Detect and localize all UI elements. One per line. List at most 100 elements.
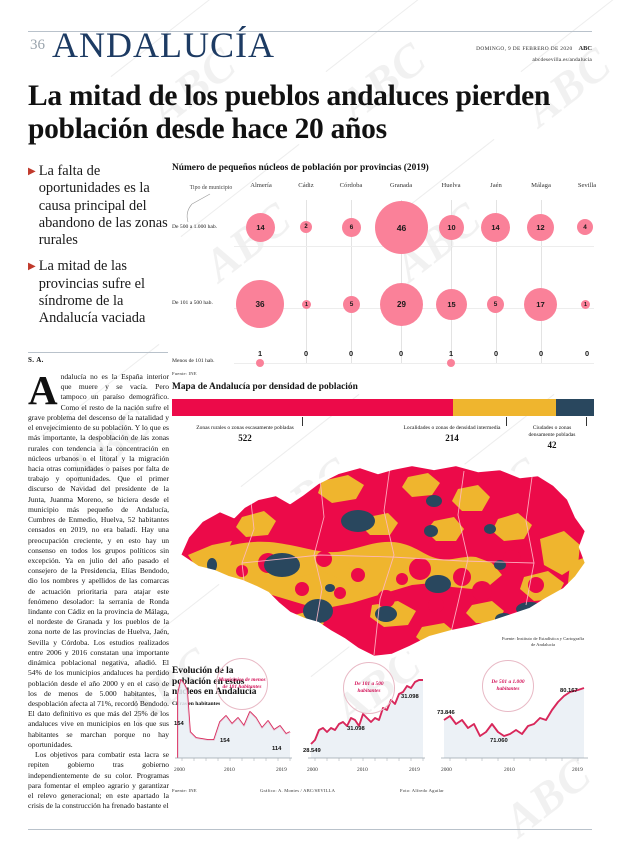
legend-tick <box>586 417 587 426</box>
grid-line <box>496 200 497 364</box>
minichart-2-badge: De 101 a 500 habitantes <box>343 662 395 714</box>
triangle-bullet-icon: ▶ <box>28 166 36 177</box>
bullet-text: La mitad de las provincias sufre el sínd… <box>38 258 146 327</box>
bubble-row-label: De 101 a 500 hab. <box>172 300 213 306</box>
legend-swatch-intermediate <box>452 399 556 416</box>
legend-item-dense: Ciudades o zonas densamente pobladas 42 <box>520 425 584 452</box>
minichart-2-year: 2019 <box>409 767 420 773</box>
bubble-col-header: Jaén <box>490 182 502 189</box>
minichart-2-value-end: 31.098 <box>401 694 419 700</box>
bubble-almeria-r3 <box>256 359 264 367</box>
minichart-1-year: 2019 <box>276 767 287 773</box>
bubble-value-huelva-r3: 1 <box>448 349 454 358</box>
density-legend-bar <box>172 399 594 416</box>
bubble-chart: Tipo de municipio Almería Cádiz Córdoba … <box>172 182 596 370</box>
article-paragraph: Los objetivos para combatir esta lacra s… <box>28 750 169 811</box>
bubble-row-label: De 500 a 1.000 hab. <box>172 224 218 230</box>
bubble-value-cordoba-r3: 0 <box>348 349 354 358</box>
minichart-3-value-end: 80.167 <box>560 688 578 694</box>
bubble-col-header: Córdoba <box>339 182 363 189</box>
minichart-2-value-start: 28.549 <box>303 748 321 754</box>
credit-photo: Foto: Alfredo Aguilar <box>400 788 445 793</box>
bubble-granada-r2: 29 <box>380 283 423 326</box>
bubble-chart-axis-header: Tipo de municipio <box>189 185 233 191</box>
minichart-1-value-mid: 154 <box>220 738 230 744</box>
evolution-title-text: Evolución de la población en estos núcle… <box>172 666 257 698</box>
bubble-cadiz-r1: 2 <box>300 221 312 233</box>
bubble-cadiz-r2: 1 <box>302 300 311 309</box>
minichart-2-year: 2000 <box>307 767 318 773</box>
minichart-3-value-start: 73.846 <box>437 710 455 716</box>
bubble-granada-r1: 46 <box>375 201 428 254</box>
bubble-col-header: Granada <box>389 182 413 189</box>
legend-tick <box>302 417 303 426</box>
minichart-1-value-start: 154 <box>174 721 184 727</box>
legend-swatch-dense <box>556 399 594 416</box>
masthead-divider <box>28 31 592 32</box>
bubble-huelva-r2: 15 <box>436 289 467 320</box>
credit-source: Fuente: INE <box>172 788 197 793</box>
minichart-1-year: 2000 <box>174 767 185 773</box>
publication-date: DOMINGO, 9 DE FEBRERO DE 2020 <box>476 46 573 52</box>
brand-logo: ABC <box>578 45 593 52</box>
density-legend-labels: Zonas rurales o zonas escasamente poblad… <box>172 417 594 457</box>
page-bottom-divider <box>28 829 592 830</box>
graphic-credits: Fuente: INE Gráfico: A. Montes / ABC/SEV… <box>172 788 594 802</box>
minichart-3-value-mid: 71.060 <box>490 738 508 744</box>
bullet-item: ▶ La mitad de las provincias sufre el sí… <box>28 258 168 327</box>
byline-divider <box>28 352 168 353</box>
grid-line <box>541 200 542 364</box>
evolution-subtitle: Cifras en habitantes <box>172 701 221 708</box>
minichart-3-svg <box>441 687 588 761</box>
article-byline: S. A. <box>28 356 44 364</box>
bubble-almeria-r2: 36 <box>236 280 284 328</box>
drop-cap: A <box>28 367 58 413</box>
bubble-sevilla-r1: 4 <box>577 219 593 235</box>
map-svg <box>177 462 589 660</box>
bubble-huelva-r3 <box>447 359 455 367</box>
article-body: A ndalucía no es la España interior que … <box>28 367 169 811</box>
bubble-cordoba-r2: 5 <box>343 296 360 313</box>
grid-line <box>351 200 352 364</box>
minichart-3-year: 2010 <box>504 767 515 773</box>
legend-value: 522 <box>238 433 252 444</box>
bubble-value-almeria-r3: 1 <box>257 349 263 358</box>
minichart-3-year: 2019 <box>572 767 583 773</box>
bubble-col-header: Cádiz <box>298 182 314 189</box>
minichart-menos-101: Municipios de menos de 101 habitantes 15… <box>172 658 295 784</box>
website-url: abcdesevilla.es/andalucia <box>532 56 592 63</box>
bubble-col-header: Almería <box>250 182 272 189</box>
bubble-value-jaen-r3: 0 <box>493 349 499 358</box>
legend-label: Ciudades o zonas densamente pobladas <box>528 425 576 439</box>
minichart-1-svg <box>175 679 292 761</box>
bubble-cordoba-r1: 6 <box>342 218 361 237</box>
legend-label: Zonas rurales o zonas escasamente poblad… <box>196 425 294 431</box>
credit-graphic: Gráfico: A. Montes / ABC/SEVILLA <box>260 788 336 793</box>
bubble-huelva-r1: 10 <box>439 215 464 240</box>
bubble-value-cadiz-r3: 0 <box>303 349 309 358</box>
legend-tick <box>506 417 507 426</box>
evolution-title: Evolución de la población en estos núcle… <box>172 666 260 708</box>
legend-label: Localidades o zonas de densidad intermed… <box>403 425 501 431</box>
bubble-malaga-r2: 17 <box>524 288 557 321</box>
minichart-501-1000: De 501 a 1.000 habitantes 73.846 71.060 … <box>437 660 594 784</box>
bubble-malaga-r1: 12 <box>527 214 554 241</box>
evolution-charts: Evolución de la población en estos núcle… <box>172 658 594 784</box>
bubble-chart-source: Fuente: INE <box>172 371 197 376</box>
minichart-3-badge: De 501 a 1.000 habitantes <box>482 660 534 712</box>
page-folio: 36 <box>30 37 45 53</box>
minichart-1-value-end: 114 <box>272 746 282 752</box>
bubble-jaen-r2: 5 <box>487 296 504 313</box>
legend-value: 42 <box>547 440 557 451</box>
infographic-block: Número de pequeños núcleos de población … <box>172 163 596 802</box>
bubble-col-header: Sevilla <box>577 182 597 189</box>
minichart-3-year: 2000 <box>441 767 452 773</box>
summary-bullets: ▶ La falta de oportunidades es la causa … <box>28 163 168 337</box>
map-regions <box>180 465 586 657</box>
minichart-2-value-mid: 31.098 <box>347 726 365 732</box>
masthead-info: DOMINGO, 9 DE FEBRERO DE 2020 ABC abcdese… <box>476 35 592 64</box>
masthead: 36 ANDALUCÍA DOMINGO, 9 DE FEBRERO DE 20… <box>0 25 620 66</box>
legend-swatch-rural <box>172 399 453 416</box>
map-source: Fuente: Instituto de Estadística y Carto… <box>501 635 585 647</box>
